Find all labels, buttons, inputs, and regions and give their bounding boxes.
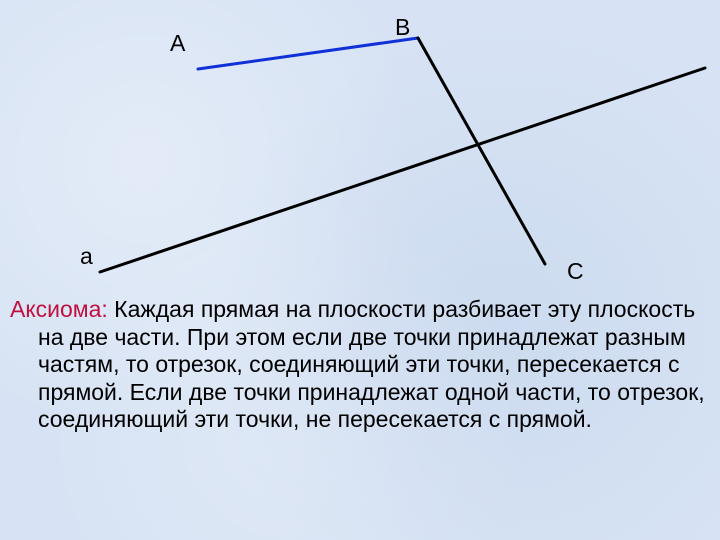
label-B: B <box>395 14 410 41</box>
diagram-svg <box>0 0 720 300</box>
axiom-text: Аксиома: Каждая прямая на плоскости разб… <box>10 296 710 434</box>
segment-AB <box>198 38 418 69</box>
geometry-diagram: A B C a <box>0 0 720 300</box>
axiom-label: Аксиома: <box>10 296 108 322</box>
label-C: C <box>567 258 584 285</box>
label-A: A <box>170 30 185 57</box>
segment-BC <box>418 38 545 264</box>
line-a <box>100 68 705 272</box>
label-a: a <box>80 243 93 270</box>
axiom-body: Каждая прямая на плоскости разбивает эту… <box>38 296 705 432</box>
